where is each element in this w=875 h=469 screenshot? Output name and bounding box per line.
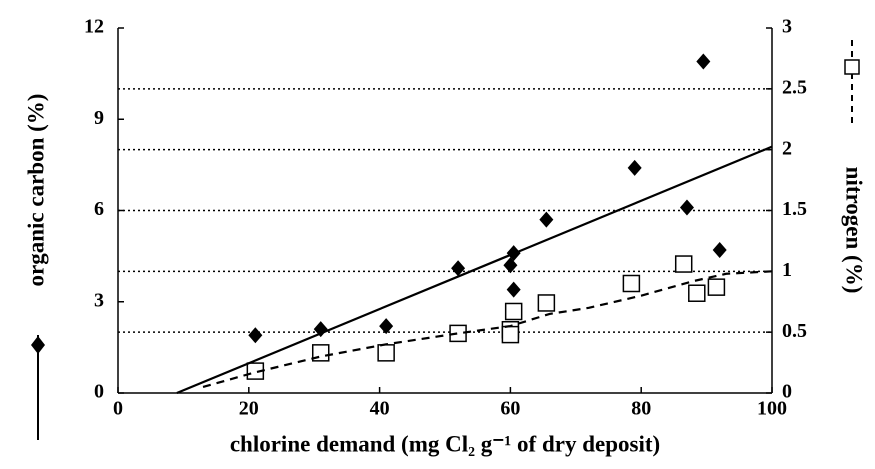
- x-tick-label: 80: [631, 398, 651, 420]
- y2-tick-label: 2.5: [782, 76, 807, 98]
- diamond-point: [379, 318, 394, 335]
- y-tick-label: 3: [94, 289, 104, 311]
- diamond-point: [503, 257, 518, 274]
- trend-line: [202, 270, 773, 388]
- square-point: [504, 302, 523, 321]
- y2-tick-label: 0: [782, 381, 792, 403]
- square-point: [449, 324, 467, 343]
- legend-diamond: [31, 336, 45, 354]
- y2-tick-label: 3: [782, 16, 792, 38]
- diamond-point: [627, 159, 642, 176]
- square-point: [501, 325, 520, 344]
- y2-tick-label: 0.5: [782, 320, 807, 342]
- y2-axis-label: nitrogen (%): [842, 167, 867, 294]
- x-tick-label: 40: [370, 398, 390, 420]
- y-tick-label: 12: [84, 16, 104, 38]
- x-tick-label: 60: [500, 398, 520, 420]
- y-tick-label: 9: [94, 107, 104, 129]
- x-tick-label: 0: [113, 398, 123, 420]
- diamond-point: [506, 281, 521, 298]
- square-point: [537, 294, 556, 312]
- square-point: [707, 278, 726, 296]
- square-point: [377, 344, 395, 362]
- legend-square: [844, 59, 860, 75]
- x-axis-label: chlorine demand (mg Cl₂ g⁻¹ of dry depos…: [230, 431, 660, 456]
- y2-tick-label: 1.5: [782, 198, 807, 220]
- diamond-point: [451, 260, 466, 277]
- trend-line: [176, 145, 773, 395]
- diamond-point: [696, 53, 711, 70]
- diamond-point: [248, 327, 263, 344]
- y-tick-label: 0: [94, 381, 104, 403]
- y-tick-label: 6: [94, 198, 104, 220]
- square-point: [674, 255, 693, 273]
- y2-tick-label: 1: [782, 259, 792, 281]
- square-point: [688, 284, 706, 302]
- square-point: [622, 274, 641, 293]
- diamond-point: [539, 211, 554, 228]
- x-tick-label: 20: [239, 398, 259, 420]
- x-tick-label: 100: [757, 398, 787, 420]
- diamond-point: [679, 199, 694, 216]
- diamond-point: [712, 242, 727, 259]
- y-axis-label: organic carbon (%): [23, 94, 48, 287]
- y2-tick-label: 2: [782, 137, 792, 159]
